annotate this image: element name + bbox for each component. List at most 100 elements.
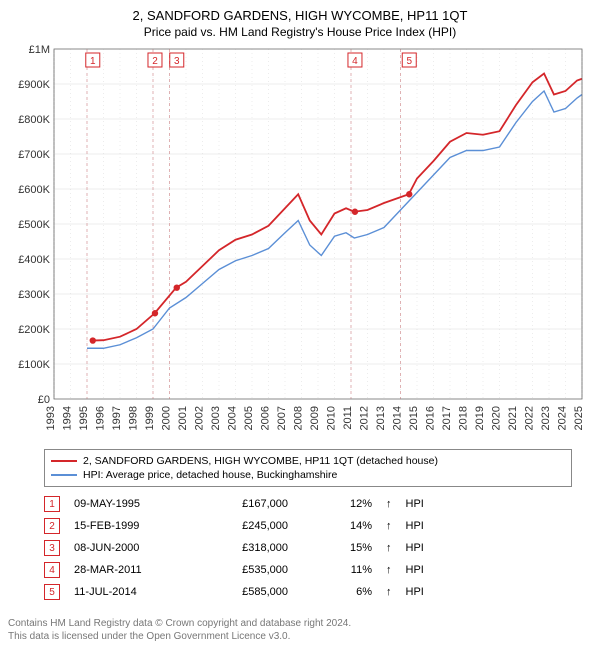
table-row: 2 15-FEB-1999 £245,000 14% ↑ HPI bbox=[44, 515, 572, 537]
svg-text:2009: 2009 bbox=[309, 406, 321, 430]
arrow-up-icon: ↑ bbox=[386, 586, 392, 598]
svg-text:2020: 2020 bbox=[491, 406, 503, 430]
svg-text:2007: 2007 bbox=[276, 406, 288, 430]
svg-text:2008: 2008 bbox=[293, 406, 305, 430]
svg-text:2000: 2000 bbox=[161, 406, 173, 430]
legend-label: HPI: Average price, detached house, Buck… bbox=[83, 469, 337, 481]
svg-text:2024: 2024 bbox=[557, 406, 569, 430]
sale-pct: 15% bbox=[302, 542, 372, 554]
table-row: 1 09-MAY-1995 £167,000 12% ↑ HPI bbox=[44, 493, 572, 515]
sale-pct: 14% bbox=[302, 520, 372, 532]
svg-text:2012: 2012 bbox=[359, 406, 371, 430]
footer-line-1: Contains HM Land Registry data © Crown c… bbox=[8, 617, 592, 630]
sale-date: 09-MAY-1995 bbox=[74, 498, 184, 510]
svg-text:1994: 1994 bbox=[62, 406, 74, 430]
svg-text:2022: 2022 bbox=[524, 406, 536, 430]
sale-price: £318,000 bbox=[198, 542, 288, 554]
chart-container: 2, SANDFORD GARDENS, HIGH WYCOMBE, HP11 … bbox=[0, 0, 600, 615]
legend-swatch bbox=[51, 460, 77, 462]
table-row: 3 08-JUN-2000 £318,000 15% ↑ HPI bbox=[44, 537, 572, 559]
sale-suffix: HPI bbox=[406, 520, 456, 532]
svg-text:£1M: £1M bbox=[29, 44, 50, 56]
svg-text:2010: 2010 bbox=[326, 406, 338, 430]
svg-text:£500K: £500K bbox=[18, 219, 50, 231]
chart-title: 2, SANDFORD GARDENS, HIGH WYCOMBE, HP11 … bbox=[8, 8, 592, 23]
sale-date: 11-JUL-2014 bbox=[74, 586, 184, 598]
svg-text:2019: 2019 bbox=[474, 406, 486, 430]
legend-label: 2, SANDFORD GARDENS, HIGH WYCOMBE, HP11 … bbox=[83, 455, 438, 467]
svg-text:2014: 2014 bbox=[392, 406, 404, 430]
svg-text:£600K: £600K bbox=[18, 184, 50, 196]
sale-suffix: HPI bbox=[406, 542, 456, 554]
legend-item: HPI: Average price, detached house, Buck… bbox=[51, 468, 565, 482]
arrow-up-icon: ↑ bbox=[386, 520, 392, 532]
svg-text:£400K: £400K bbox=[18, 254, 50, 266]
svg-text:1: 1 bbox=[90, 56, 96, 67]
arrow-up-icon: ↑ bbox=[386, 498, 392, 510]
svg-text:£100K: £100K bbox=[18, 359, 50, 371]
chart-svg: £0 £100K £200K £300K £400K £500K £600K £700K £80… bbox=[8, 43, 592, 443]
sale-marker-badge: 3 bbox=[44, 540, 60, 556]
sale-price: £245,000 bbox=[198, 520, 288, 532]
legend-swatch bbox=[51, 474, 77, 476]
legend-item: 2, SANDFORD GARDENS, HIGH WYCOMBE, HP11 … bbox=[51, 454, 565, 468]
svg-text:2: 2 bbox=[152, 56, 158, 67]
chart-plot-area: £0 £100K £200K £300K £400K £500K £600K £700K £80… bbox=[8, 43, 592, 443]
svg-text:2018: 2018 bbox=[458, 406, 470, 430]
sale-suffix: HPI bbox=[406, 498, 456, 510]
svg-text:1996: 1996 bbox=[95, 406, 107, 430]
svg-text:1997: 1997 bbox=[111, 406, 123, 430]
svg-text:2015: 2015 bbox=[408, 406, 420, 430]
footer-attribution: Contains HM Land Registry data © Crown c… bbox=[8, 617, 592, 643]
sale-date: 08-JUN-2000 bbox=[74, 542, 184, 554]
chart-subtitle: Price paid vs. HM Land Registry's House … bbox=[8, 25, 592, 39]
svg-text:4: 4 bbox=[352, 56, 358, 67]
sale-date: 15-FEB-1999 bbox=[74, 520, 184, 532]
svg-text:1993: 1993 bbox=[45, 406, 57, 430]
arrow-up-icon: ↑ bbox=[386, 564, 392, 576]
svg-text:£300K: £300K bbox=[18, 289, 50, 301]
sale-date: 28-MAR-2011 bbox=[74, 564, 184, 576]
table-row: 5 11-JUL-2014 £585,000 6% ↑ HPI bbox=[44, 581, 572, 603]
arrow-up-icon: ↑ bbox=[386, 542, 392, 554]
table-row: 4 28-MAR-2011 £535,000 11% ↑ HPI bbox=[44, 559, 572, 581]
sale-marker-badge: 4 bbox=[44, 562, 60, 578]
sale-price: £585,000 bbox=[198, 586, 288, 598]
sales-table: 1 09-MAY-1995 £167,000 12% ↑ HPI 2 15-FEB-1999 £… bbox=[44, 493, 572, 603]
svg-text:2011: 2011 bbox=[342, 406, 354, 430]
sale-pct: 11% bbox=[302, 564, 372, 576]
sale-price: £535,000 bbox=[198, 564, 288, 576]
svg-text:2017: 2017 bbox=[441, 406, 453, 430]
svg-text:£900K: £900K bbox=[18, 79, 50, 91]
legend: 2, SANDFORD GARDENS, HIGH WYCOMBE, HP11 … bbox=[44, 449, 572, 487]
svg-text:2004: 2004 bbox=[227, 406, 239, 430]
sale-marker-badge: 5 bbox=[44, 584, 60, 600]
sale-suffix: HPI bbox=[406, 586, 456, 598]
sale-marker-badge: 1 bbox=[44, 496, 60, 512]
svg-text:2023: 2023 bbox=[540, 406, 552, 430]
svg-text:1998: 1998 bbox=[128, 406, 140, 430]
svg-text:2021: 2021 bbox=[507, 406, 519, 430]
svg-text:1999: 1999 bbox=[144, 406, 156, 430]
svg-text:2001: 2001 bbox=[177, 406, 189, 430]
svg-text:2005: 2005 bbox=[243, 406, 255, 430]
sale-pct: 6% bbox=[302, 586, 372, 598]
svg-text:2006: 2006 bbox=[260, 406, 272, 430]
svg-text:5: 5 bbox=[406, 56, 412, 67]
sale-marker-badge: 2 bbox=[44, 518, 60, 534]
svg-text:£800K: £800K bbox=[18, 114, 50, 126]
svg-text:3: 3 bbox=[174, 56, 180, 67]
svg-text:2016: 2016 bbox=[425, 406, 437, 430]
sale-price: £167,000 bbox=[198, 498, 288, 510]
svg-text:1995: 1995 bbox=[78, 406, 90, 430]
svg-text:£200K: £200K bbox=[18, 324, 50, 336]
svg-text:£0: £0 bbox=[38, 394, 50, 406]
svg-text:2013: 2013 bbox=[375, 406, 387, 430]
footer-line-2: This data is licensed under the Open Gov… bbox=[8, 630, 592, 643]
svg-text:£700K: £700K bbox=[18, 149, 50, 161]
svg-text:2025: 2025 bbox=[573, 406, 585, 430]
svg-text:2002: 2002 bbox=[194, 406, 206, 430]
sale-pct: 12% bbox=[302, 498, 372, 510]
svg-text:2003: 2003 bbox=[210, 406, 222, 430]
sale-suffix: HPI bbox=[406, 564, 456, 576]
